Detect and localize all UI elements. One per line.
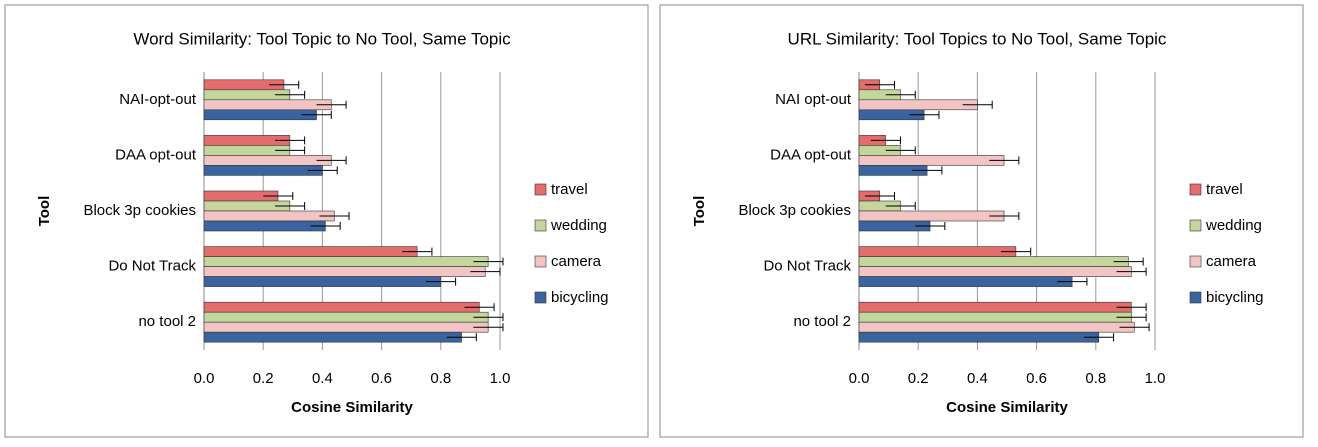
y-tick-label: Block 3p cookies	[83, 202, 196, 219]
x-tick-label: 1.0	[490, 370, 511, 387]
bar	[203, 246, 418, 257]
x-axis-label: Cosine Similarity	[946, 399, 1068, 416]
x-tick-label: 0.8	[1085, 370, 1106, 387]
x-tick-label: 0.6	[1026, 370, 1047, 387]
y-axis-label: Tool	[36, 196, 53, 227]
legend-swatch	[534, 183, 547, 196]
bar	[203, 321, 489, 333]
y-tick-label: DAA opt-out	[770, 146, 852, 163]
legend-swatch	[1189, 291, 1202, 304]
x-tick-label: 0.6	[371, 370, 392, 387]
bar	[203, 155, 332, 166]
panel	[659, 4, 1304, 438]
legend-label: wedding	[1205, 217, 1262, 234]
x-tick-label: 0.0	[849, 370, 870, 387]
bar	[203, 301, 480, 313]
bar	[858, 276, 1073, 287]
y-tick-label: Block 3p cookies	[738, 202, 851, 219]
bar	[858, 210, 1005, 222]
legend-label: bicycling	[1206, 289, 1264, 306]
legend-label: camera	[1206, 253, 1257, 270]
x-tick-label: 0.8	[430, 370, 451, 387]
legend-swatch	[534, 255, 547, 268]
bar	[858, 155, 1005, 166]
legend-label: bicycling	[551, 289, 609, 306]
legend-label: camera	[551, 253, 602, 270]
x-tick-label: 0.0	[194, 370, 215, 387]
bar	[858, 246, 1017, 257]
legend-swatch	[1189, 219, 1202, 232]
bar	[858, 301, 1132, 313]
bar	[203, 311, 489, 323]
x-axis-label: Cosine Similarity	[291, 399, 413, 416]
legend-swatch	[1189, 255, 1202, 268]
legend-label: travel	[551, 181, 588, 198]
y-tick-label: no tool 2	[138, 313, 196, 330]
bar	[858, 256, 1129, 267]
bar	[203, 220, 326, 232]
bar	[203, 266, 486, 277]
x-tick-label: 0.2	[253, 370, 274, 387]
y-tick-label: no tool 2	[793, 313, 851, 330]
bar	[858, 311, 1132, 323]
y-tick-label: NAI opt-out	[775, 91, 852, 108]
x-tick-label: 1.0	[1145, 370, 1166, 387]
bar	[858, 321, 1135, 333]
legend-swatch	[534, 291, 547, 304]
x-tick-label: 0.4	[312, 370, 333, 387]
chart-title: URL Similarity: Tool Topics to No Tool, …	[788, 29, 1167, 48]
bar	[858, 331, 1100, 343]
panel	[4, 4, 649, 438]
y-axis-label: Tool	[691, 196, 708, 227]
bar	[203, 256, 489, 267]
chart-title: Word Similarity: Tool Topic to No Tool, …	[133, 29, 511, 48]
x-tick-label: 0.4	[967, 370, 988, 387]
y-tick-label: DAA opt-out	[115, 146, 197, 163]
legend-swatch	[1189, 183, 1202, 196]
x-tick-label: 0.2	[908, 370, 929, 387]
bar	[203, 210, 335, 222]
y-tick-label: NAI-opt-out	[119, 91, 197, 108]
y-tick-label: Do Not Track	[763, 258, 851, 275]
legend-label: travel	[1206, 181, 1243, 198]
bar	[858, 99, 978, 111]
bar	[203, 331, 462, 343]
bar	[203, 109, 317, 121]
legend-swatch	[534, 219, 547, 232]
bar	[203, 165, 323, 176]
bar	[203, 276, 442, 287]
legend-label: wedding	[550, 217, 607, 234]
y-tick-label: Do Not Track	[108, 258, 196, 275]
bar	[203, 99, 332, 111]
bar	[858, 266, 1132, 277]
